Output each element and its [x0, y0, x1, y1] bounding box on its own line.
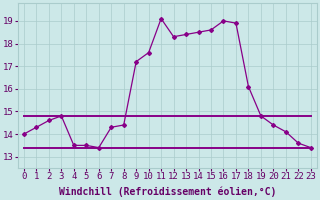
X-axis label: Windchill (Refroidissement éolien,°C): Windchill (Refroidissement éolien,°C) — [59, 187, 276, 197]
